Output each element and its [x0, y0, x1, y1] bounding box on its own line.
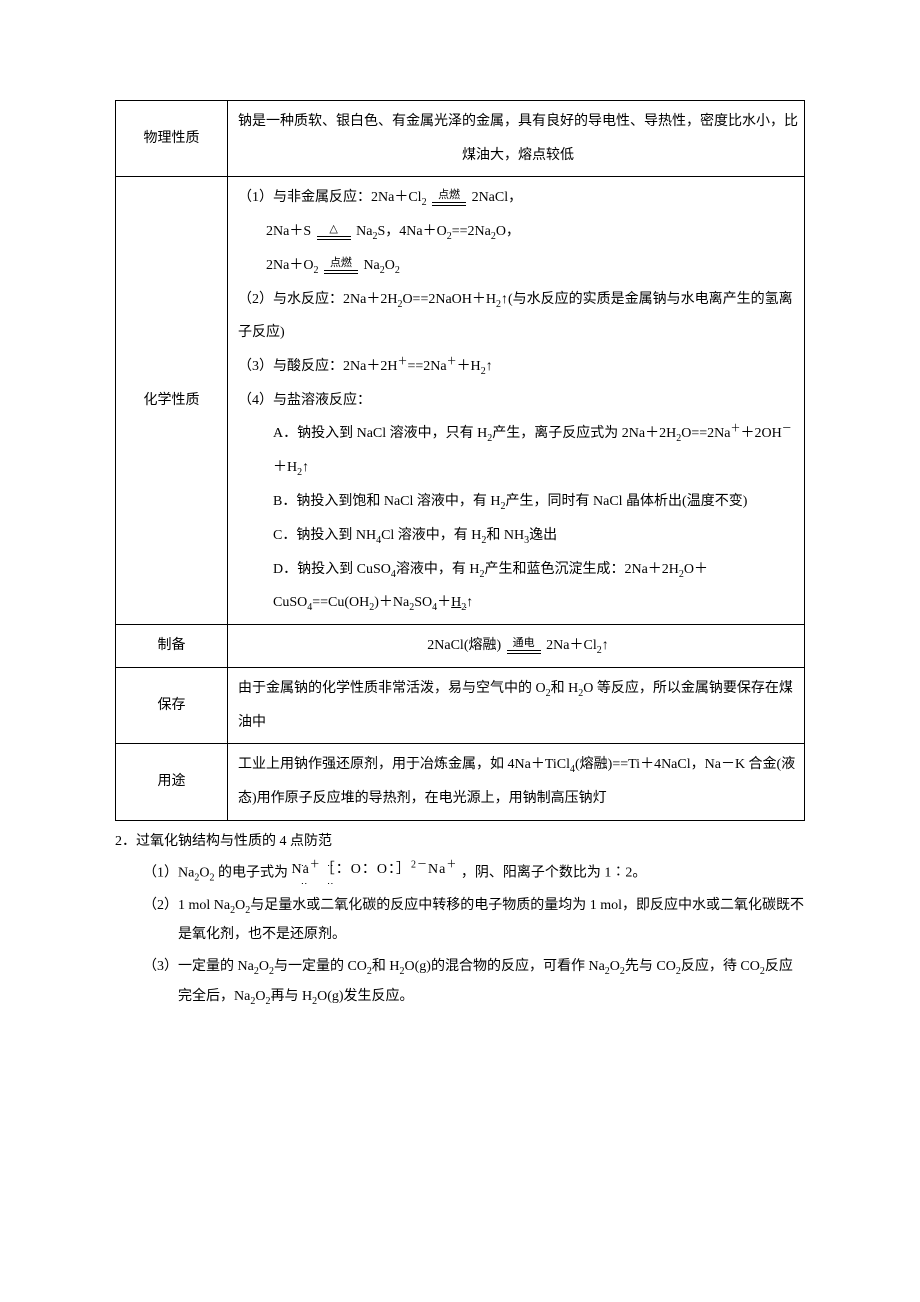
row-label-physical: 物理性质 [116, 101, 228, 177]
row-content-uses: 工业上用钠作强还原剂，用于冶炼金属，如 4Na＋TiCl4(熔融)==Ti＋4N… [228, 744, 805, 820]
condition-electrolysis: 通电 [507, 638, 541, 649]
row-label-uses: 用途 [116, 744, 228, 820]
table-row: 化学性质 （1）与非金属反应：2Na＋Cl2 点燃 2NaCl， 2Na＋S △… [116, 177, 805, 625]
table-row: 物理性质 钠是一种质软、银白色、有金属光泽的金属，具有良好的导电性、导热性，密度… [116, 101, 805, 177]
chem-line-2: 2Na＋S △ Na2S，4Na＋O2==2Na2O， [238, 215, 798, 249]
item-prefix: （2） [143, 898, 178, 913]
row-label-storage: 保存 [116, 667, 228, 743]
row-content-physical: 钠是一种质软、银白色、有金属光泽的金属，具有良好的导电性、导热性，密度比水小，比… [228, 101, 805, 177]
condition-heat-icon: △ [317, 224, 351, 235]
condition-ignite: 点燃 [324, 258, 358, 269]
chem-line-6: （4）与盐溶液反应： [238, 384, 798, 418]
table-row: 保存 由于金属钠的化学性质非常活泼，易与空气中的 O2和 H2O 等反应，所以金… [116, 667, 805, 743]
lewis-structure: Na＋［：‥‥O：‥‥O：］2－Na＋ [291, 862, 457, 877]
item-prefix: （1） [143, 866, 178, 881]
properties-table: 物理性质 钠是一种质软、银白色、有金属光泽的金属，具有良好的导电性、导热性，密度… [115, 100, 805, 821]
document-page: 物理性质 钠是一种质软、银白色、有金属光泽的金属，具有良好的导电性、导热性，密度… [0, 0, 920, 1091]
chem-line-d: D．钠投入到 CuSO4溶液中，有 H2产生和蓝色沉淀生成：2Na＋2H2O＋C… [238, 553, 798, 621]
table-row: 用途 工业上用钠作强还原剂，用于冶炼金属，如 4Na＋TiCl4(熔融)==Ti… [116, 744, 805, 820]
item-prefix: （3） [143, 959, 178, 974]
section-2-list: （1）Na2O2 的电子式为 Na＋［：‥‥O：‥‥O：］2－Na＋ ，阴、阳离… [115, 858, 805, 1011]
chem-line-c: C．钠投入到 NH4Cl 溶液中，有 H2和 NH3逸出 [238, 519, 798, 553]
list-item: （2）1 mol Na2O2与足量水或二氧化碳的反应中转移的电子物质的量均为 1… [143, 891, 805, 950]
table-row: 制备 2NaCl(熔融) 通电 2Na＋Cl2↑ [116, 625, 805, 668]
condition-ignite: 点燃 [432, 190, 466, 201]
chem-line-3: 2Na＋O2 点燃 Na2O2 [238, 249, 798, 283]
chem-line-a: A．钠投入到 NaCl 溶液中，只有 H2产生，离子反应式为 2Na＋2H2O=… [238, 417, 798, 485]
section-2-title: 2．过氧化钠结构与性质的 4 点防范 [115, 827, 805, 856]
row-label-chemical: 化学性质 [116, 177, 228, 625]
chem-line-1: （1）与非金属反应：2Na＋Cl2 点燃 2NaCl， [238, 181, 798, 215]
chem-line-4: （2）与水反应：2Na＋2H2O==2NaOH＋H2↑(与水反应的实质是金属钠与… [238, 283, 798, 350]
chem-line-5: （3）与酸反应：2Na＋2H＋==2Na＋＋H2↑ [238, 350, 798, 384]
chem-line-b: B．钠投入到饱和 NaCl 溶液中，有 H2产生，同时有 NaCl 晶体析出(温… [238, 485, 798, 519]
row-content-chemical: （1）与非金属反应：2Na＋Cl2 点燃 2NaCl， 2Na＋S △ Na2S… [228, 177, 805, 625]
list-item: （3）一定量的 Na2O2与一定量的 CO2和 H2O(g)的混合物的反应，可看… [143, 952, 805, 1012]
row-content-prep: 2NaCl(熔融) 通电 2Na＋Cl2↑ [228, 625, 805, 668]
list-item: （1）Na2O2 的电子式为 Na＋［：‥‥O：‥‥O：］2－Na＋ ，阴、阳离… [143, 858, 805, 888]
row-label-prep: 制备 [116, 625, 228, 668]
row-content-storage: 由于金属钠的化学性质非常活泼，易与空气中的 O2和 H2O 等反应，所以金属钠要… [228, 667, 805, 743]
